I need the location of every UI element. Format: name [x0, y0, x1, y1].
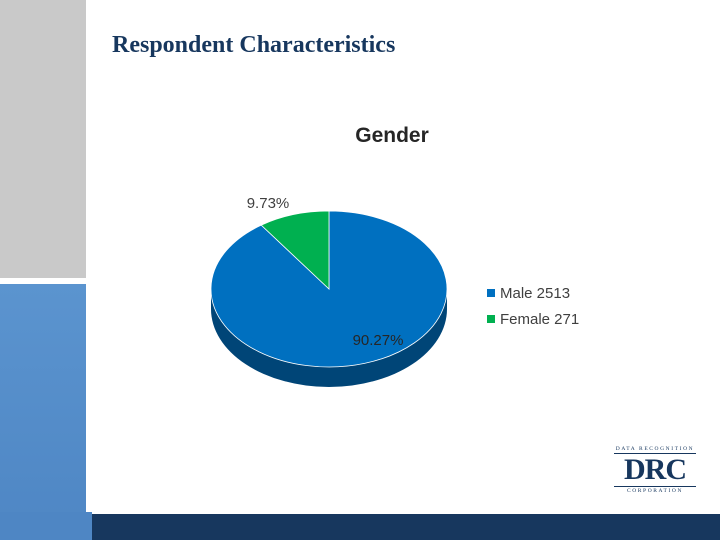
logo-bottom-text: CORPORATION	[614, 486, 696, 494]
side-panel-blue	[0, 284, 86, 540]
side-panel-gray	[0, 0, 86, 278]
legend-label-male: Male 2513	[500, 285, 570, 302]
data-label-female: 9.73%	[247, 195, 290, 212]
footer-bar-accent	[0, 512, 92, 540]
legend-swatch-male	[487, 289, 495, 297]
chart-title: Gender	[355, 124, 429, 147]
legend-label-female: Female 271	[500, 311, 579, 328]
legend: Male 2513 Female 271	[487, 285, 579, 328]
slide-title: Respondent Characteristics	[112, 32, 396, 58]
footer-bar	[92, 514, 720, 540]
data-label-male: 90.27%	[353, 332, 404, 349]
pie-side-wall	[211, 289, 447, 387]
drc-logo: DATA RECOGNITION DRC CORPORATION	[614, 446, 696, 496]
logo-mark: DRC	[624, 453, 687, 486]
pie-group	[210, 210, 448, 387]
pie-slice-female	[260, 210, 330, 290]
legend-swatch-female	[487, 315, 495, 323]
logo-top-text: DATA RECOGNITION	[614, 446, 696, 454]
